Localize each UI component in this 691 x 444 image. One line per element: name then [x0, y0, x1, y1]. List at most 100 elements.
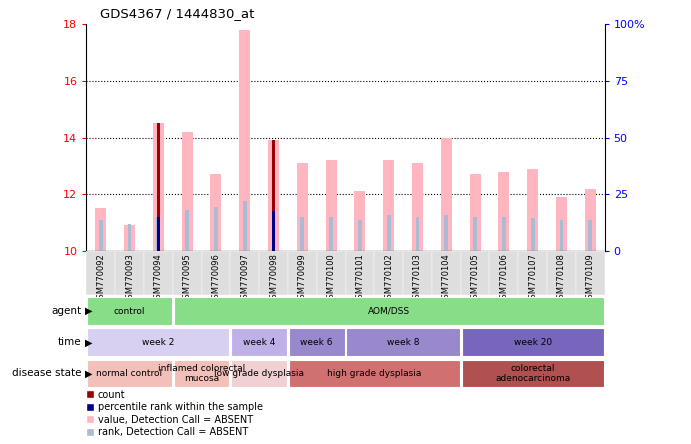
Bar [289, 329, 345, 356]
Bar [444, 215, 448, 251]
Text: inflamed colorectal
mucosa: inflamed colorectal mucosa [158, 364, 245, 383]
Text: low grade dysplasia: low grade dysplasia [214, 369, 304, 378]
Bar [325, 160, 337, 251]
Text: week 8: week 8 [387, 338, 419, 347]
Bar [289, 360, 460, 387]
Bar [124, 226, 135, 251]
Bar [470, 174, 480, 251]
Text: GSM770093: GSM770093 [125, 253, 134, 304]
Text: GSM770109: GSM770109 [586, 253, 595, 304]
Text: week 2: week 2 [142, 338, 175, 347]
Text: GSM770092: GSM770092 [96, 253, 105, 304]
Text: GSM770098: GSM770098 [269, 253, 278, 304]
Bar [239, 30, 250, 251]
Bar [518, 251, 547, 295]
Text: GSM770095: GSM770095 [182, 253, 191, 304]
Text: GDS4367 / 1444830_at: GDS4367 / 1444830_at [100, 7, 254, 20]
Bar [272, 140, 275, 251]
Bar [214, 207, 218, 251]
Text: GSM770096: GSM770096 [211, 253, 220, 304]
Text: GSM770104: GSM770104 [442, 253, 451, 304]
Bar [231, 360, 287, 387]
Bar [185, 210, 189, 251]
Text: GSM770097: GSM770097 [240, 253, 249, 304]
Bar [473, 217, 477, 251]
Text: ▶: ▶ [85, 306, 93, 316]
Bar [173, 251, 202, 295]
Bar [415, 217, 419, 251]
Bar [384, 160, 394, 251]
Bar [297, 163, 307, 251]
Bar [157, 123, 160, 251]
Bar [268, 140, 279, 251]
Bar [156, 217, 160, 251]
Text: ▶: ▶ [85, 337, 93, 347]
Bar [502, 217, 506, 251]
Bar [211, 174, 221, 251]
Bar [576, 251, 605, 295]
Text: colorectal
adenocarcinoma: colorectal adenocarcinoma [495, 364, 570, 383]
Bar [462, 329, 604, 356]
Bar [230, 251, 259, 295]
Text: time: time [58, 337, 82, 347]
Text: GSM770108: GSM770108 [557, 253, 566, 304]
Text: GSM770094: GSM770094 [154, 253, 163, 304]
Bar [585, 189, 596, 251]
Text: agent: agent [51, 306, 82, 316]
Bar [489, 251, 518, 295]
Bar [441, 138, 452, 251]
Bar [346, 251, 375, 295]
Bar [329, 217, 333, 251]
Bar [531, 218, 535, 251]
Bar [288, 251, 316, 295]
Text: GSM770105: GSM770105 [471, 253, 480, 304]
Text: GSM770102: GSM770102 [384, 253, 393, 304]
Bar [358, 220, 362, 251]
Bar [412, 163, 423, 251]
Text: ▶: ▶ [85, 369, 93, 378]
Bar [99, 220, 103, 251]
Bar [403, 251, 432, 295]
Bar [498, 171, 509, 251]
Bar [153, 123, 164, 251]
Bar [316, 251, 346, 295]
Bar [527, 169, 538, 251]
Bar [387, 215, 390, 251]
Bar [173, 297, 604, 325]
Bar [346, 329, 460, 356]
Bar [95, 208, 106, 251]
Text: GSM770106: GSM770106 [500, 253, 509, 304]
Text: week 20: week 20 [513, 338, 551, 347]
Bar [243, 201, 247, 251]
Text: AOM/DSS: AOM/DSS [368, 307, 410, 316]
Text: GSM770107: GSM770107 [528, 253, 537, 304]
Bar [375, 251, 403, 295]
Text: high grade dysplasia: high grade dysplasia [327, 369, 422, 378]
Bar [87, 297, 172, 325]
Bar [462, 360, 604, 387]
Bar [115, 251, 144, 295]
Text: control: control [114, 307, 145, 316]
Bar [87, 360, 172, 387]
Bar [87, 329, 229, 356]
Text: normal control: normal control [97, 369, 162, 378]
Text: GSM770100: GSM770100 [327, 253, 336, 304]
Bar [272, 211, 276, 251]
Bar [202, 251, 230, 295]
Text: disease state: disease state [12, 369, 82, 378]
Bar [547, 251, 576, 295]
Bar [556, 197, 567, 251]
Bar [259, 251, 288, 295]
Bar [182, 132, 193, 251]
Bar [560, 220, 563, 251]
Bar [231, 329, 287, 356]
Bar [301, 217, 304, 251]
Bar [86, 251, 115, 295]
Text: week 6: week 6 [301, 338, 333, 347]
Bar [354, 191, 366, 251]
Bar [588, 220, 592, 251]
Text: week 4: week 4 [243, 338, 275, 347]
Text: GSM770099: GSM770099 [298, 253, 307, 304]
Bar [272, 211, 275, 251]
Legend: count, percentile rank within the sample, value, Detection Call = ABSENT, rank, : count, percentile rank within the sample… [84, 388, 265, 439]
